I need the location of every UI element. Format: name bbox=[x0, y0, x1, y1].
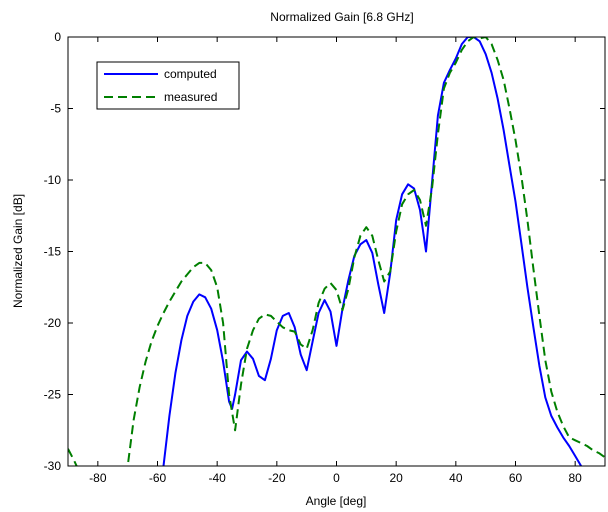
x-axis-title: Angle [deg] bbox=[306, 494, 367, 508]
y-tick-label-3: -15 bbox=[44, 245, 62, 259]
x-tick-label-5: 20 bbox=[389, 471, 403, 485]
y-tick-label-4: -20 bbox=[44, 316, 62, 330]
y-axis-title: Normalized Gain [dB] bbox=[11, 194, 25, 308]
series-layer bbox=[68, 37, 605, 466]
chart-title: Normalized Gain [6.8 GHz] bbox=[270, 10, 413, 24]
x-tick-label-3: -20 bbox=[268, 471, 286, 485]
legend-label-measured: measured bbox=[164, 90, 217, 104]
x-tick-label-4: 0 bbox=[333, 471, 340, 485]
x-tick-label-0: -80 bbox=[89, 471, 107, 485]
legend-box bbox=[96, 61, 240, 110]
x-tick-label-7: 60 bbox=[509, 471, 523, 485]
x-tick-label-8: 80 bbox=[568, 471, 582, 485]
y-tick-label-0: 0 bbox=[54, 30, 61, 44]
legend: computed measured bbox=[96, 61, 240, 110]
y-tick-label-2: -10 bbox=[44, 173, 62, 187]
y-tick-label-5: -25 bbox=[44, 388, 62, 402]
y-tick-label-1: -5 bbox=[50, 102, 61, 116]
x-tick-label-2: -40 bbox=[208, 471, 226, 485]
x-tick-label-1: -60 bbox=[149, 471, 167, 485]
series-line-measured bbox=[68, 37, 605, 466]
ticks-layer: -80 -60 -40 -20 0 20 40 60 80 0 -5 -10 -15 -20 -25 -30 bbox=[44, 30, 605, 485]
x-tick-label-6: 40 bbox=[449, 471, 463, 485]
legend-label-computed: computed bbox=[164, 67, 217, 81]
y-tick-label-6: -30 bbox=[44, 459, 62, 473]
